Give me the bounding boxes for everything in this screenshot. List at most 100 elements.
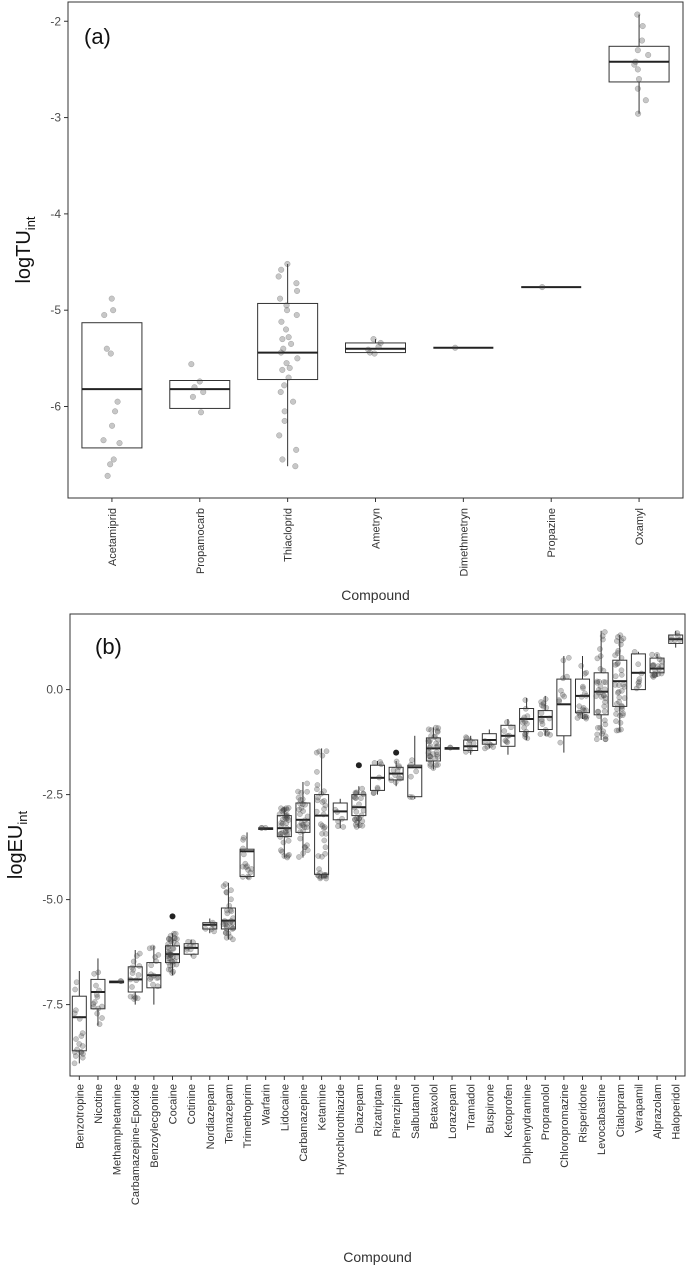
data-point: [314, 786, 320, 793]
data-point: [96, 987, 102, 994]
data-point: [227, 934, 233, 940]
data-point: [148, 974, 155, 981]
data-point: [130, 966, 137, 973]
data-point: [164, 944, 171, 950]
data-point: [73, 1007, 79, 1014]
data-point: [285, 853, 291, 859]
data-point: [228, 918, 234, 924]
data-point: [447, 744, 454, 751]
y-tick-label: -4: [50, 207, 61, 221]
data-point: [601, 692, 607, 699]
data-point: [655, 670, 662, 677]
data-point: [95, 1005, 102, 1012]
data-point: [432, 755, 439, 762]
box-group: [109, 978, 125, 985]
data-point: [278, 805, 284, 812]
data-point: [228, 924, 235, 930]
box: [593, 672, 609, 716]
data-point: [539, 284, 546, 291]
box-group: [444, 744, 460, 751]
data-point: [168, 951, 174, 958]
data-point: [285, 805, 292, 811]
data-point: [482, 745, 488, 752]
data-point: [220, 883, 227, 889]
y-tick-label: -2.5: [42, 788, 63, 802]
data-point: [676, 636, 683, 643]
data-point: [244, 863, 250, 870]
data-point: [621, 695, 628, 701]
data-point: [134, 995, 141, 1002]
y-axis-title-sub: int: [15, 811, 30, 825]
data-point: [354, 819, 361, 826]
data-point: [313, 808, 320, 815]
data-point: [299, 801, 306, 808]
data-point: [314, 782, 321, 788]
data-point: [283, 805, 290, 812]
data-point: [377, 339, 384, 346]
data-point: [649, 672, 656, 679]
data-point: [169, 958, 176, 965]
data-point: [223, 889, 230, 895]
data-point: [187, 946, 194, 953]
data-point: [583, 713, 590, 720]
data-point: [279, 848, 285, 855]
data-point: [447, 744, 453, 751]
data-point: [427, 757, 433, 764]
data-point: [104, 472, 111, 479]
data-point: [583, 669, 590, 676]
x-axis-title: Compound: [341, 587, 410, 603]
box-group: [500, 719, 516, 755]
data-point: [114, 398, 121, 405]
data-point: [467, 747, 473, 754]
data-point: [290, 398, 297, 405]
data-point: [283, 302, 290, 309]
data-point: [523, 720, 530, 727]
data-point: [107, 350, 114, 357]
data-point: [288, 340, 295, 347]
data-point: [279, 366, 286, 373]
data-point: [538, 702, 545, 708]
data-point: [318, 821, 324, 828]
box-group: [81, 295, 143, 479]
data-point: [360, 807, 367, 814]
y-tick-label: -7.5: [42, 998, 63, 1012]
data-point: [658, 663, 665, 669]
data-point: [599, 730, 605, 737]
data-point: [521, 714, 528, 721]
data-point: [304, 780, 310, 787]
box-group: [257, 260, 319, 470]
data-point: [323, 875, 330, 882]
data-point: [602, 695, 609, 702]
data-point: [618, 726, 624, 733]
data-point: [409, 794, 416, 801]
x-tick-label: Risperidone: [578, 1084, 590, 1143]
data-point: [223, 923, 230, 930]
data-point: [519, 719, 526, 726]
data-point: [278, 318, 285, 325]
data-point: [169, 970, 175, 976]
data-point: [299, 796, 306, 803]
data-point: [321, 798, 327, 804]
data-point: [635, 110, 642, 117]
data-point: [561, 693, 568, 700]
data-point: [286, 364, 293, 372]
data-point: [560, 657, 567, 664]
data-point: [582, 714, 588, 720]
data-point: [167, 966, 174, 973]
data-point: [103, 345, 110, 352]
data-point: [280, 807, 287, 813]
data-point: [597, 653, 604, 659]
data-point: [118, 978, 125, 985]
box-group: [481, 729, 497, 752]
data-point: [434, 751, 440, 758]
data-point: [281, 417, 288, 425]
data-point: [593, 736, 600, 743]
data-point: [360, 791, 367, 797]
data-point: [301, 824, 308, 831]
data-point: [613, 711, 619, 717]
panel-b: 0.0 -2.5 -5.0 -7.5 logEUint (b) Compound Benzot…: [5, 613, 686, 1265]
data-point: [581, 707, 587, 714]
data-point: [283, 820, 290, 827]
data-point: [282, 814, 288, 821]
data-point: [352, 794, 359, 801]
